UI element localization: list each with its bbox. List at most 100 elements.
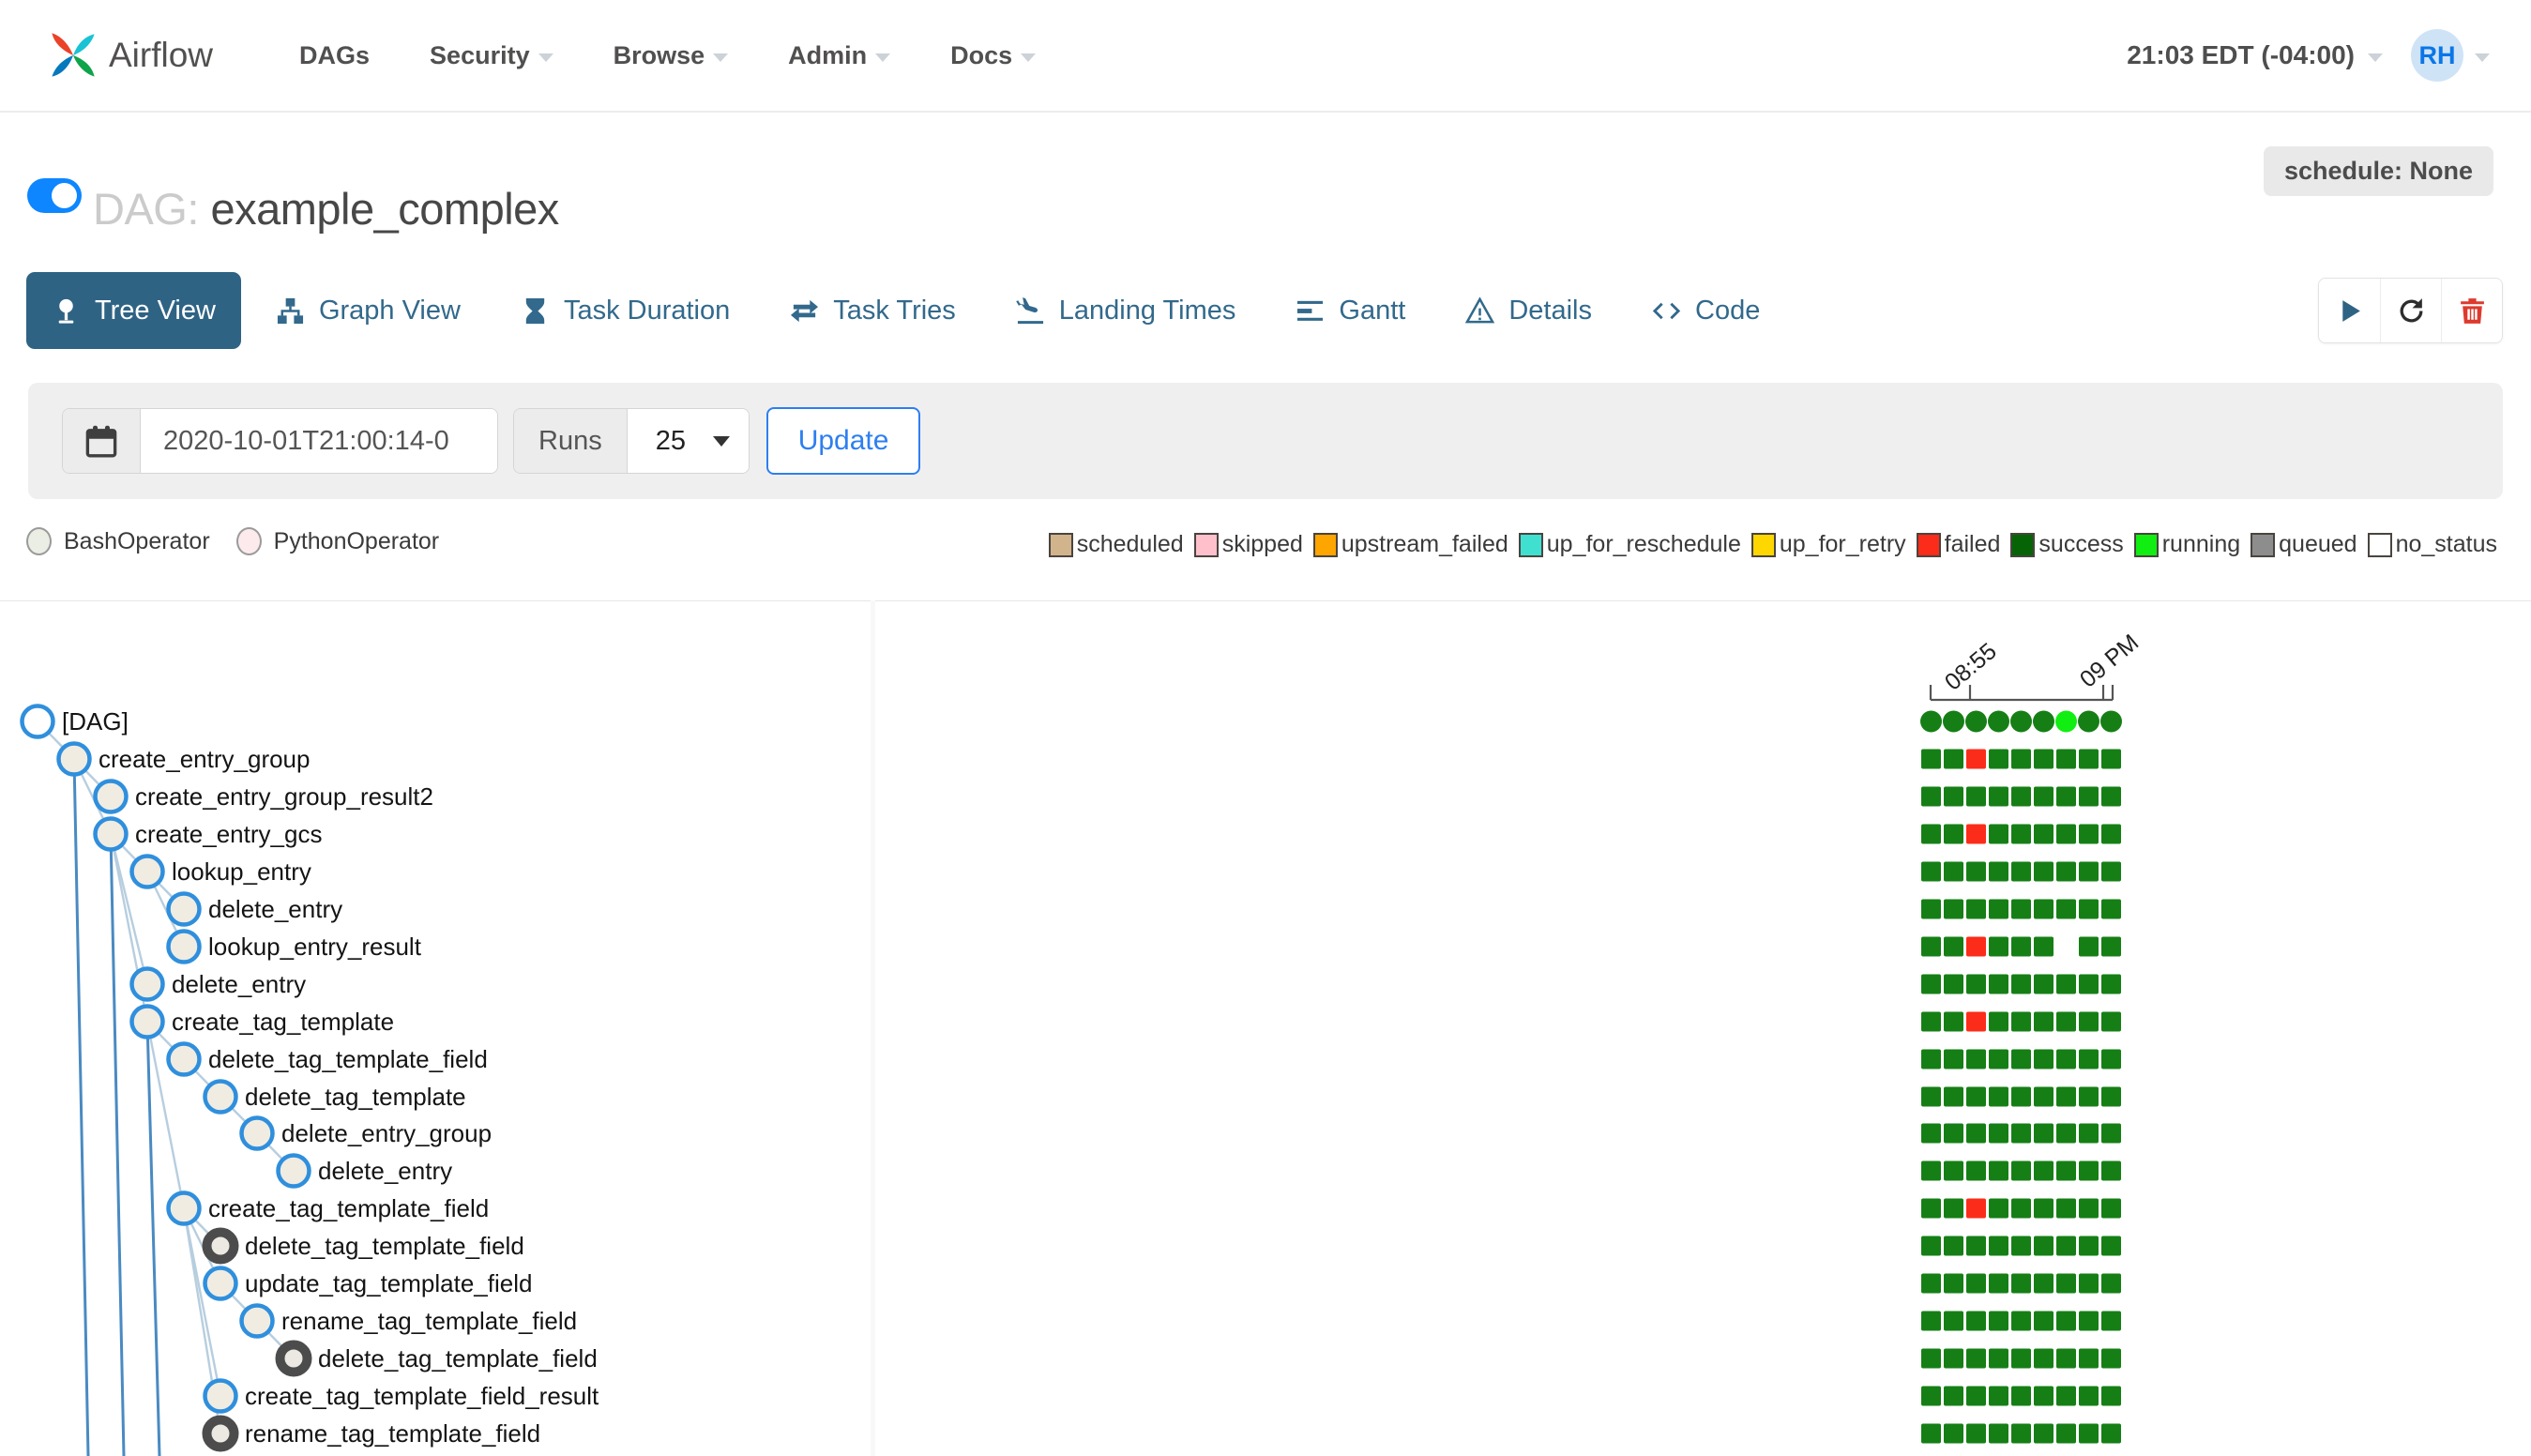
task-status-square[interactable] [2034, 1273, 2054, 1294]
task-status-square[interactable] [2079, 1311, 2099, 1331]
task-status-square[interactable] [2034, 861, 2054, 882]
tab-tree-view[interactable]: Tree View [26, 272, 241, 349]
task-status-square[interactable] [2101, 1423, 2121, 1444]
task-status-square[interactable] [2034, 1011, 2054, 1032]
tab-gantt[interactable]: Gantt [1270, 272, 1431, 349]
task-status-square[interactable] [2079, 1123, 2099, 1144]
dag-run-status-circle[interactable] [1988, 710, 2009, 733]
task-status-square[interactable] [1989, 936, 2008, 957]
task-status-square[interactable] [1944, 1123, 1963, 1144]
dag-run-status-circle[interactable] [2078, 710, 2099, 733]
task-status-square[interactable] [2034, 1423, 2054, 1444]
task-status-square[interactable] [1921, 1123, 1941, 1144]
task-status-square[interactable] [2034, 749, 2054, 769]
task-status-square[interactable] [2011, 1311, 2031, 1331]
nav-menu-browse[interactable]: Browse [614, 41, 729, 70]
task-status-square[interactable] [2011, 1273, 2031, 1294]
nav-menu-dags[interactable]: DAGs [299, 41, 370, 70]
task-status-square[interactable] [1944, 1198, 1963, 1219]
task-node[interactable] [166, 929, 202, 964]
task-status-square[interactable] [1989, 1386, 2008, 1406]
task-status-square[interactable] [2079, 861, 2099, 882]
task-status-square[interactable] [2079, 974, 2099, 994]
task-status-square[interactable] [2101, 1049, 2121, 1069]
task-node[interactable] [20, 704, 55, 739]
task-node[interactable] [203, 1079, 238, 1115]
task-status-square[interactable] [1966, 1123, 1986, 1144]
task-status-square[interactable] [2079, 1386, 2099, 1406]
task-status-square[interactable] [1944, 1086, 1963, 1107]
task-status-square[interactable] [1989, 786, 2008, 807]
task-status-square[interactable] [2079, 749, 2099, 769]
task-status-square[interactable] [2034, 1160, 2054, 1181]
task-node[interactable] [203, 1378, 238, 1414]
nav-menu-docs[interactable]: Docs [950, 41, 1037, 70]
task-status-square[interactable] [2079, 1011, 2099, 1032]
task-status-square[interactable] [1989, 974, 2008, 994]
task-status-square[interactable] [2101, 1348, 2121, 1369]
dag-run-status-circle[interactable] [1920, 710, 1942, 733]
task-status-square[interactable] [2079, 1049, 2099, 1069]
task-status-square[interactable] [1966, 1273, 1986, 1294]
task-status-square[interactable] [2056, 899, 2076, 919]
task-status-square[interactable] [2101, 1160, 2121, 1181]
task-status-square[interactable] [2034, 1348, 2054, 1369]
task-status-square[interactable] [2011, 1348, 2031, 1369]
task-node[interactable] [129, 854, 165, 889]
task-status-square[interactable] [1944, 749, 1963, 769]
task-status-square[interactable] [2101, 1123, 2121, 1144]
task-status-square[interactable] [1966, 974, 1986, 994]
task-status-square[interactable] [2034, 1049, 2054, 1069]
tab-landing-times[interactable]: Landing Times [991, 272, 1262, 349]
task-status-square[interactable] [2034, 824, 2054, 844]
task-status-square[interactable] [2011, 1086, 2031, 1107]
task-status-square[interactable] [2056, 1049, 2076, 1069]
task-status-square[interactable] [1944, 1236, 1963, 1256]
task-status-square[interactable] [2011, 861, 2031, 882]
task-status-square[interactable] [2101, 899, 2121, 919]
task-status-square[interactable] [1966, 1160, 1986, 1181]
task-status-square[interactable] [1921, 1160, 1941, 1181]
task-status-square[interactable] [1966, 1311, 1986, 1331]
task-status-square[interactable] [2056, 974, 2076, 994]
task-status-square[interactable] [1944, 786, 1963, 807]
task-status-square[interactable] [1921, 786, 1941, 807]
task-status-square[interactable] [1921, 1311, 1941, 1331]
task-status-square[interactable] [1921, 1273, 1941, 1294]
nav-menu-admin[interactable]: Admin [788, 41, 891, 70]
tab-details[interactable]: Details [1440, 272, 1617, 349]
task-status-square[interactable] [1944, 1348, 1963, 1369]
task-status-square[interactable] [2056, 1311, 2076, 1331]
task-status-square[interactable] [1966, 1198, 1986, 1219]
task-status-square[interactable] [2101, 974, 2121, 994]
task-status-square[interactable] [2056, 786, 2076, 807]
task-status-square[interactable] [1989, 899, 2008, 919]
task-node[interactable] [239, 1115, 275, 1151]
task-status-square[interactable] [2079, 786, 2099, 807]
task-status-square[interactable] [1989, 1011, 2008, 1032]
task-status-square[interactable] [2034, 1123, 2054, 1144]
task-status-square[interactable] [2056, 1011, 2076, 1032]
task-status-square[interactable] [2079, 1423, 2099, 1444]
task-status-square[interactable] [1966, 1236, 1986, 1256]
task-node[interactable] [166, 891, 202, 927]
task-status-square[interactable] [2056, 1086, 2076, 1107]
task-status-square[interactable] [2011, 1198, 2031, 1219]
task-status-square[interactable] [2011, 749, 2031, 769]
task-status-square[interactable] [2101, 1236, 2121, 1256]
task-status-square[interactable] [2056, 1160, 2076, 1181]
task-status-square[interactable] [2034, 974, 2054, 994]
tab-graph-view[interactable]: Graph View [250, 272, 486, 349]
task-status-square[interactable] [1989, 824, 2008, 844]
task-status-square[interactable] [1989, 1311, 2008, 1331]
task-node[interactable] [276, 1153, 311, 1189]
task-status-square[interactable] [1944, 1049, 1963, 1069]
task-status-square[interactable] [1989, 1423, 2008, 1444]
task-status-square[interactable] [1989, 1273, 2008, 1294]
dag-run-status-circle[interactable] [1965, 710, 1987, 733]
task-status-square[interactable] [1944, 1386, 1963, 1406]
task-status-square[interactable] [2056, 1423, 2076, 1444]
task-status-square[interactable] [2079, 936, 2099, 957]
task-status-square[interactable] [1966, 861, 1986, 882]
dag-run-status-circle[interactable] [1943, 710, 1964, 733]
